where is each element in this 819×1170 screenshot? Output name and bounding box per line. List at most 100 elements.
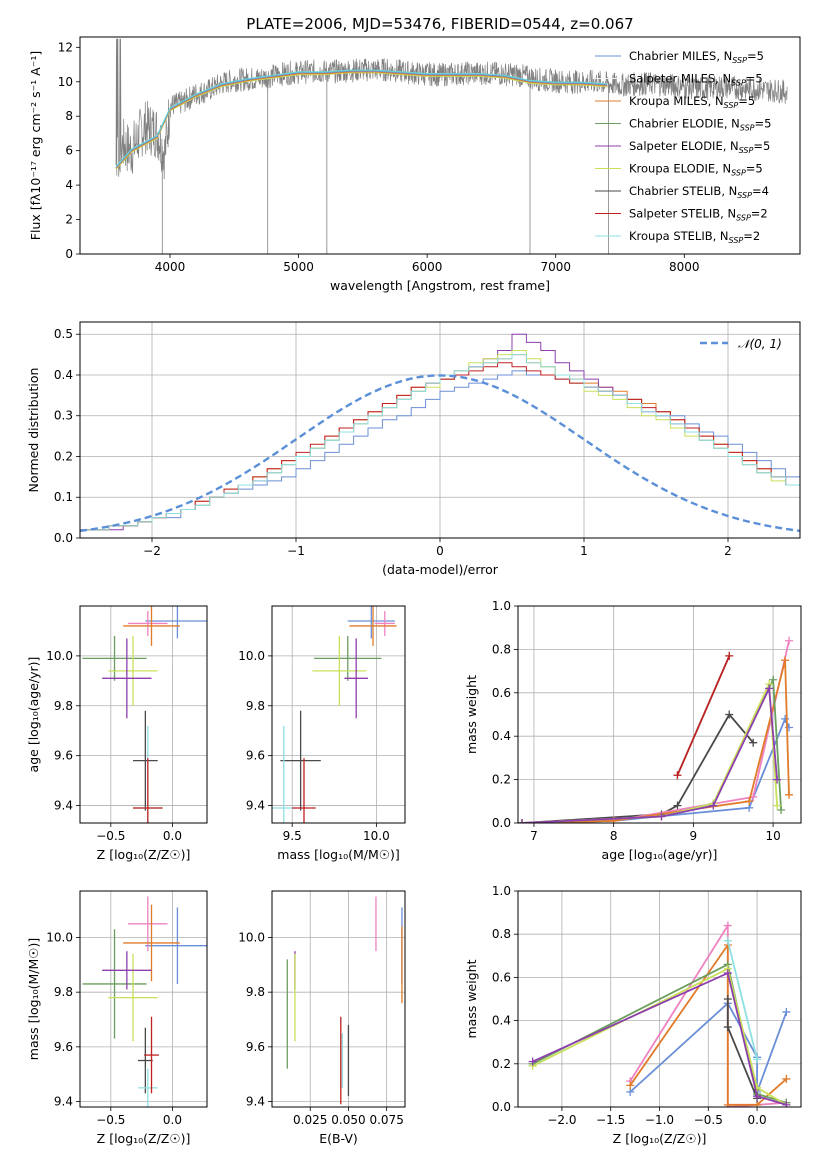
weight-point-marker [709, 801, 718, 810]
y-tick-label: 0.0 [492, 816, 511, 830]
histogram-series-salpeter-elodie [80, 333, 800, 531]
model-spectrum-line [115, 72, 608, 170]
histogram-series-salpeter-stelib [80, 362, 800, 531]
y-tick-label: 0.3 [54, 409, 73, 423]
y-axis-label: Normed distribution [26, 368, 41, 493]
legend-label-sub: SSP [731, 169, 746, 178]
x-tick-label: −0.5 [694, 1113, 723, 1127]
x-tick-label: 10 [765, 829, 780, 843]
weight-point-marker [782, 1074, 791, 1083]
x-tick-label: −0.5 [96, 1113, 125, 1127]
weight-point-marker [673, 801, 682, 810]
legend-label-sub: SSP [737, 191, 752, 200]
x-tick-label: −2.0 [547, 1113, 576, 1127]
weight-point-marker [723, 969, 732, 978]
y-tick-label: 9.8 [246, 985, 265, 999]
legend-label: Salpeter ELODIE, NSSP=5 [629, 139, 770, 155]
weight-series-line [676, 655, 731, 776]
model-spectrum-line [115, 69, 608, 168]
legend-label-sub: SSP [736, 214, 751, 223]
y-tick-label: 12 [58, 40, 73, 54]
chart-weight-vs-age: 7 8 9 10 0.0 0.2 0.4 0.6 0.8 1.0 age [log₁₀(age/yr… [464, 599, 802, 862]
y-tick-label: 10.0 [46, 930, 73, 944]
legend-label-suffix: =5 [746, 162, 763, 176]
y-tick-label: 10.0 [46, 649, 73, 663]
x-axis-label: Z [log₁₀(Z/Z☉)] [97, 847, 191, 862]
y-tick-label: 0.2 [492, 1057, 511, 1071]
y-tick-label: 0.2 [492, 773, 511, 787]
legend-label-suffix: =5 [755, 117, 772, 131]
y-tick-label: 9.8 [54, 985, 73, 999]
legend-label: Kroupa STELIB, NSSP=2 [629, 229, 760, 245]
x-tick-label: 2 [724, 544, 732, 558]
y-tick-label: 9.6 [54, 749, 73, 763]
y-tick-label: 0.0 [492, 1100, 511, 1114]
y-tick-label: 0.8 [492, 927, 511, 941]
y-tick-label: 9.6 [246, 1040, 265, 1054]
x-tick-label: −1.0 [645, 1113, 674, 1127]
x-tick-label: 6000 [412, 260, 443, 274]
y-tick-label: 9.4 [246, 799, 265, 813]
y-tick-label: 0.2 [54, 449, 73, 463]
x-tick-label: 5000 [283, 260, 314, 274]
legend-label-main: Chabrier STELIB, N [629, 184, 737, 198]
weight-point-marker [769, 675, 778, 684]
x-tick-label: 0.050 [331, 1113, 365, 1127]
plot-frame [271, 890, 406, 1108]
x-axis-label: Z [log₁₀(Z/Z☉)] [613, 1131, 707, 1146]
y-tick-label: 0.0 [54, 531, 73, 545]
weight-point-marker [765, 684, 774, 693]
weight-point-marker [753, 1092, 762, 1101]
y-tick-label: 10 [58, 75, 73, 89]
legend-label-suffix: =5 [746, 72, 763, 86]
legend-label: 𝒩(0, 1) [738, 337, 782, 351]
x-tick-label: 10.0 [363, 829, 390, 843]
y-tick-label: 0.6 [492, 970, 511, 984]
legend-label-suffix: =5 [738, 94, 755, 108]
x-tick-label: 0.075 [369, 1113, 403, 1127]
x-tick-label: −1.5 [596, 1113, 625, 1127]
legend-label-suffix: =2 [751, 207, 768, 221]
plot-area [286, 896, 403, 1105]
legend-label-sub: SSP [731, 79, 746, 88]
legend-label: Salpeter STELIB, NSSP=2 [629, 207, 768, 223]
weight-point-marker [725, 710, 734, 719]
plot-frame [79, 36, 801, 255]
y-tick-label: 2 [65, 213, 73, 227]
x-tick-label: 0 [436, 544, 444, 558]
plot-frame [79, 605, 208, 824]
x-tick-label: 4000 [155, 260, 186, 274]
weight-point-marker [781, 656, 790, 665]
model-spectrum-line [115, 70, 608, 168]
observed-spectrum-line [115, 38, 788, 180]
y-axis-label: age [log₁₀(age/yr)] [26, 657, 41, 773]
legend-label-suffix: =2 [743, 229, 760, 243]
x-tick-label: 7 [530, 829, 538, 843]
legend-label-sub: SSP [729, 236, 744, 245]
x-tick-label: −1 [287, 544, 305, 558]
weight-point-marker [745, 797, 754, 806]
legend-label-sub: SSP [740, 124, 755, 133]
legend-label-sub: SSP [732, 56, 747, 65]
y-axis-label: mass weight [464, 959, 479, 1038]
weight-point-marker [725, 651, 734, 660]
weight-point-marker [753, 1055, 762, 1064]
x-tick-label: 0.025 [293, 1113, 327, 1127]
legend-label-main: Kroupa MILES, N [629, 94, 724, 108]
weight-point-marker [749, 738, 758, 747]
y-tick-label: 0 [65, 247, 73, 261]
y-tick-label: 0.1 [54, 490, 73, 504]
chart-age-vs-Z: −0.5 0.0 9.4 9.6 9.8 10.0 Z [log₁₀(Z/Z☉)] age [… [26, 605, 208, 862]
chart-title: PLATE=2006, MJD=53476, FIBERID=0544, z=0… [246, 15, 633, 33]
x-tick-label: 0.0 [748, 1113, 767, 1127]
weight-series-line [532, 971, 787, 1106]
x-tick-label: −2 [143, 544, 161, 558]
chart-residuals: 𝒩(0, 1) −2 −1 0 1 2 0.0 0.1 0.2 0.3 0.4 0.5 (data-mo… [26, 321, 801, 577]
y-tick-label: 0.6 [492, 686, 511, 700]
weight-point-marker [782, 1007, 791, 1016]
y-tick-label: 0.5 [54, 327, 73, 341]
x-axis-label: age [log₁₀(age/yr)] [602, 847, 718, 862]
y-axis-label: mass [log₁₀(M/M☉)] [26, 938, 41, 1060]
y-tick-label: 9.8 [54, 699, 73, 713]
plot-area [82, 606, 207, 823]
